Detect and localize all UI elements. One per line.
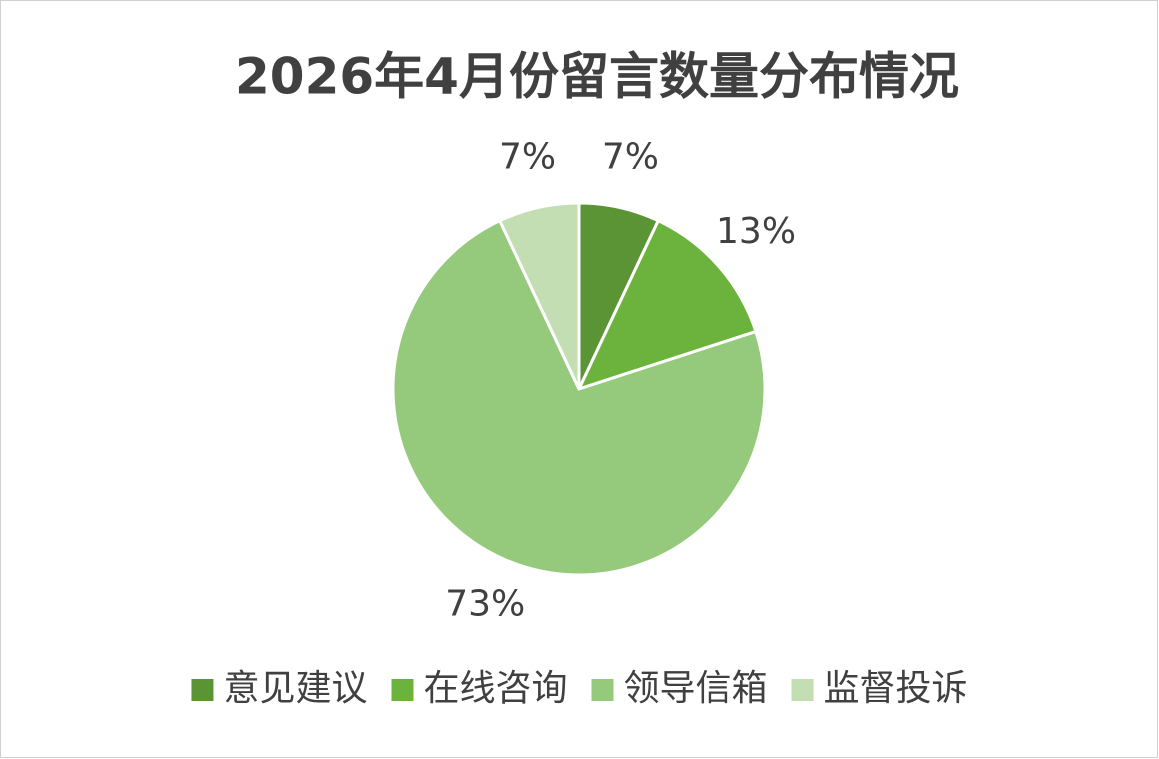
data-label: 13% bbox=[716, 211, 796, 252]
legend-label: 领导信箱 bbox=[624, 668, 768, 709]
pie-slice bbox=[497, 201, 581, 390]
legend-label: 在线咨询 bbox=[423, 668, 567, 709]
pie-slice bbox=[391, 218, 767, 577]
data-label: 73% bbox=[445, 584, 525, 625]
legend-swatch bbox=[391, 679, 414, 701]
data-label: 7% bbox=[499, 137, 556, 178]
legend-label: 监督投诉 bbox=[824, 668, 968, 709]
legend-swatch bbox=[791, 679, 814, 701]
pie-slice bbox=[576, 218, 758, 392]
chart-title: 2026年4月份留言数量分布情况 bbox=[235, 48, 959, 106]
data-label: 7% bbox=[602, 137, 659, 178]
legend-swatch bbox=[191, 679, 214, 701]
legend-swatch bbox=[591, 679, 614, 701]
legend-label: 意见建议 bbox=[223, 668, 367, 709]
